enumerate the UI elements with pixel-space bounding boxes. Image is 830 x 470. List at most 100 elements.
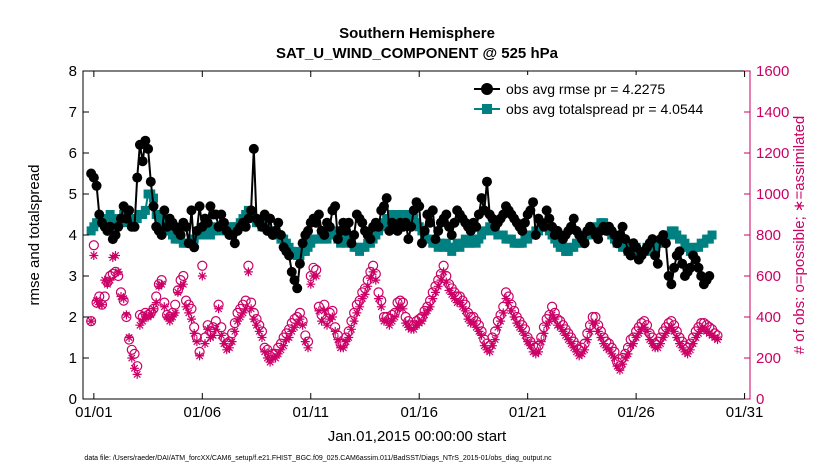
obs-assimilated-point — [224, 343, 234, 353]
y2-tick-label: 1600 — [756, 63, 789, 80]
rmse-point — [246, 205, 257, 216]
obs-assimilated-point — [173, 287, 183, 297]
rmse-point — [341, 225, 352, 236]
rmse-point — [181, 221, 192, 232]
rmse-point — [292, 283, 303, 294]
obs-assimilated-point — [376, 302, 386, 312]
obs-assimilated-point — [338, 343, 348, 353]
rmse-point — [517, 225, 528, 236]
obs-assimilated-point — [189, 328, 199, 338]
obs-assimilated-point — [409, 324, 419, 334]
obs-assimilated-point — [184, 308, 194, 318]
rmse-point — [433, 225, 444, 236]
obs-assimilated-point — [512, 318, 522, 328]
obs-assimilated-point — [314, 306, 324, 316]
obs-assimilated-point — [230, 326, 240, 336]
obs-assimilated-point — [252, 320, 261, 330]
y2-axis-label: # of obs: o=possible; ∗=assimilated — [791, 116, 808, 355]
rmse-point — [528, 197, 539, 208]
obs-assimilated-layer — [86, 251, 722, 379]
obs-possible-point — [107, 268, 118, 280]
obs-assimilated-point — [276, 345, 286, 355]
rmse-point — [105, 221, 116, 232]
obs-assimilated-point — [130, 363, 139, 373]
obs-assimilated-point — [390, 312, 400, 322]
rmse-point — [248, 143, 259, 154]
obs-assimilated-point — [132, 369, 142, 379]
obs-assimilated-point — [501, 294, 511, 304]
obs-assimilated-point — [192, 337, 202, 347]
obs-assimilated-point — [121, 310, 131, 320]
obs-assimilated-point — [604, 345, 614, 355]
rmse-point — [319, 230, 330, 240]
rmse-point — [663, 271, 674, 281]
rmse-point — [704, 271, 715, 281]
obs-assimilated-point — [428, 294, 438, 304]
obs-assimilated-point — [162, 312, 172, 322]
obs-assimilated-point — [306, 279, 316, 289]
rmse-point — [660, 238, 671, 249]
obs-assimilated-point — [159, 302, 169, 312]
obs-assimilated-point — [498, 308, 508, 318]
rmse-point — [159, 205, 170, 216]
obs-assimilated-point — [642, 326, 652, 336]
obs-assimilated-point — [119, 294, 129, 304]
rmse-point — [324, 221, 335, 232]
obs-assimilated-point — [490, 335, 500, 345]
rmse-point — [186, 205, 197, 216]
obs-assimilated-point — [713, 335, 722, 345]
obs-assimilated-point — [105, 275, 115, 285]
obs-assimilated-point — [311, 271, 321, 281]
obs-assimilated-point — [542, 320, 552, 330]
obs-assimilated-point — [303, 343, 313, 353]
obs-assimilated-point — [669, 326, 679, 336]
rmse-point — [544, 213, 555, 224]
y-tick-label: 0 — [69, 391, 77, 408]
rmse-point — [441, 209, 452, 220]
rmse-point — [419, 225, 430, 236]
obs-assimilated-point — [561, 330, 571, 340]
y2-tick-label: 1000 — [756, 186, 789, 203]
obs-assimilated-point — [628, 339, 638, 349]
obs-assimilated-point — [265, 357, 275, 367]
rmse-point — [519, 217, 530, 228]
spread-point — [140, 205, 150, 215]
obs-assimilated-point — [609, 353, 619, 363]
obs-assimilated-point — [219, 339, 229, 349]
obs-assimilated-point — [566, 339, 576, 349]
rmse-point — [137, 156, 148, 167]
obs-assimilated-point — [146, 310, 156, 320]
obs-assimilated-point — [363, 281, 373, 291]
rmse-point — [414, 201, 425, 212]
obs-assimilated-point — [170, 308, 180, 318]
obs-assimilated-point — [504, 298, 514, 308]
rmse-point — [311, 217, 322, 228]
y2-tick-label: 1200 — [756, 145, 789, 162]
obs-assimilated-point — [547, 310, 557, 320]
rmse-point — [631, 242, 642, 253]
obs-possible-point — [99, 291, 110, 302]
obs-assimilated-point — [460, 306, 470, 316]
rmse-point — [685, 262, 696, 273]
obs-assimilated-point — [214, 304, 224, 314]
obs-assimilated-point — [235, 312, 245, 322]
obs-assimilated-point — [455, 298, 465, 308]
obs-assimilated-point — [493, 322, 503, 332]
obs-assimilated-point — [168, 312, 177, 322]
obs-assimilated-point — [417, 316, 427, 326]
rmse-point — [113, 221, 124, 232]
x-axis-label: Jan.01,2015 00:00:00 start — [328, 428, 507, 445]
obs-assimilated-point — [138, 316, 148, 326]
obs-assimilated-point — [181, 302, 191, 312]
obs-assimilated-point — [333, 335, 343, 345]
rmse-point — [406, 221, 417, 232]
spread-point — [330, 226, 340, 236]
obs-assimilated-point — [618, 359, 628, 369]
obs-assimilated-point — [271, 353, 280, 363]
chart-title: Southern Hemisphere — [339, 25, 495, 42]
obs-assimilated-point — [398, 304, 408, 314]
y-tick-label: 2 — [69, 309, 77, 326]
rmse-point — [240, 221, 251, 232]
obs-assimilated-point — [135, 320, 145, 330]
obs-assimilated-point — [241, 304, 251, 314]
